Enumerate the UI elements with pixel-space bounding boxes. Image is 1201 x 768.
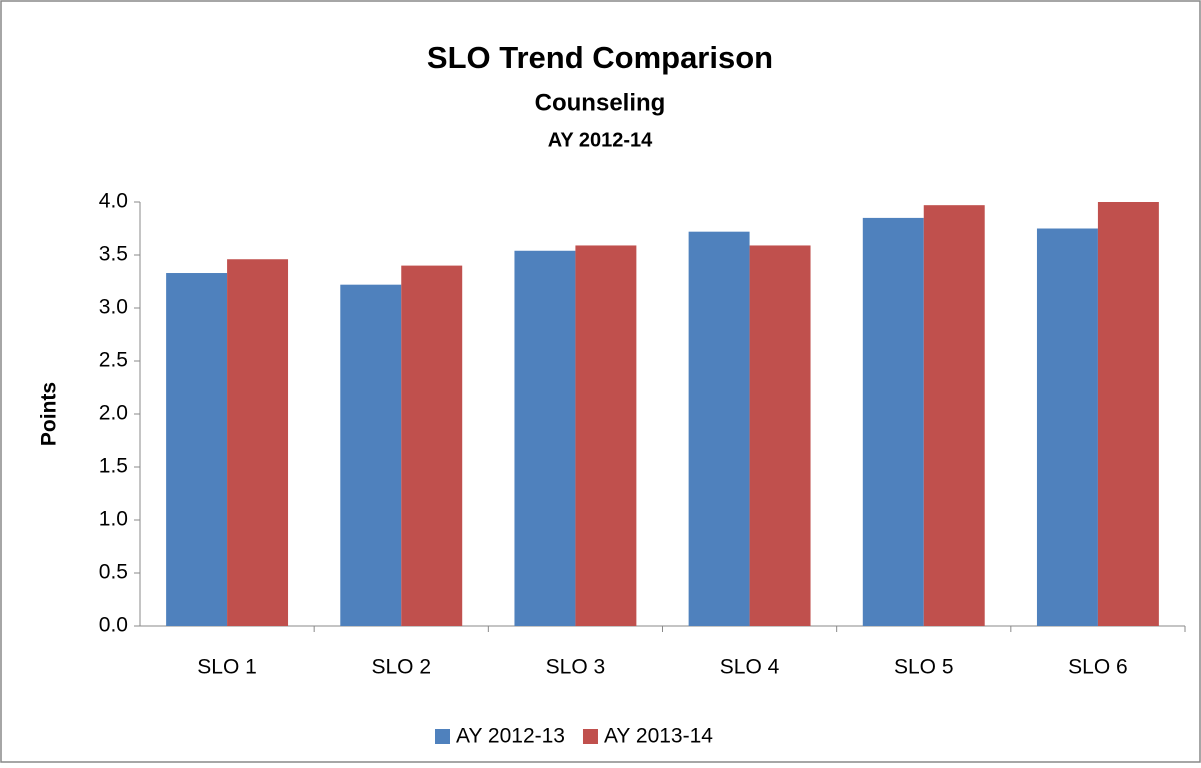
x-tick-label: SLO 4 [720, 656, 780, 679]
bar [401, 265, 463, 626]
y-tick-label: 0.0 [99, 614, 128, 637]
bar [1036, 228, 1098, 626]
x-tick-label: SLO 2 [371, 656, 431, 679]
legend-swatch [582, 729, 598, 744]
y-tick-label: 2.5 [99, 349, 128, 372]
y-tick-label: 4.0 [99, 190, 128, 213]
y-tick-label: 1.5 [99, 455, 128, 478]
y-tick-label: 3.0 [99, 296, 128, 319]
y-tick-label: 1.0 [99, 508, 128, 531]
bar [1097, 202, 1159, 626]
y-axis-title: Points [38, 382, 61, 446]
y-tick-label: 2.0 [99, 402, 128, 425]
y-tick-label: 0.5 [99, 561, 128, 584]
x-tick-label: SLO 5 [894, 656, 954, 679]
bar [923, 205, 985, 626]
bar [166, 273, 228, 626]
y-tick-label: 3.5 [99, 243, 128, 266]
bar [688, 231, 750, 626]
x-tick-label: SLO 6 [1068, 656, 1128, 679]
x-tick-label: SLO 1 [197, 656, 257, 679]
bar [340, 284, 402, 626]
legend-label: AY 2012-13 [456, 725, 565, 748]
legend-swatch [435, 729, 450, 744]
chart-subtitle: Counseling [535, 89, 666, 116]
bar [862, 217, 924, 626]
legend-label: AY 2013-14 [604, 725, 713, 748]
bar [575, 245, 637, 626]
bar [514, 250, 576, 626]
chart-title: SLO Trend Comparison [427, 40, 773, 75]
bar [227, 259, 289, 626]
x-tick-label: SLO 3 [546, 656, 606, 679]
chart-subtitle: AY 2012-14 [548, 129, 653, 151]
bar [749, 245, 811, 626]
